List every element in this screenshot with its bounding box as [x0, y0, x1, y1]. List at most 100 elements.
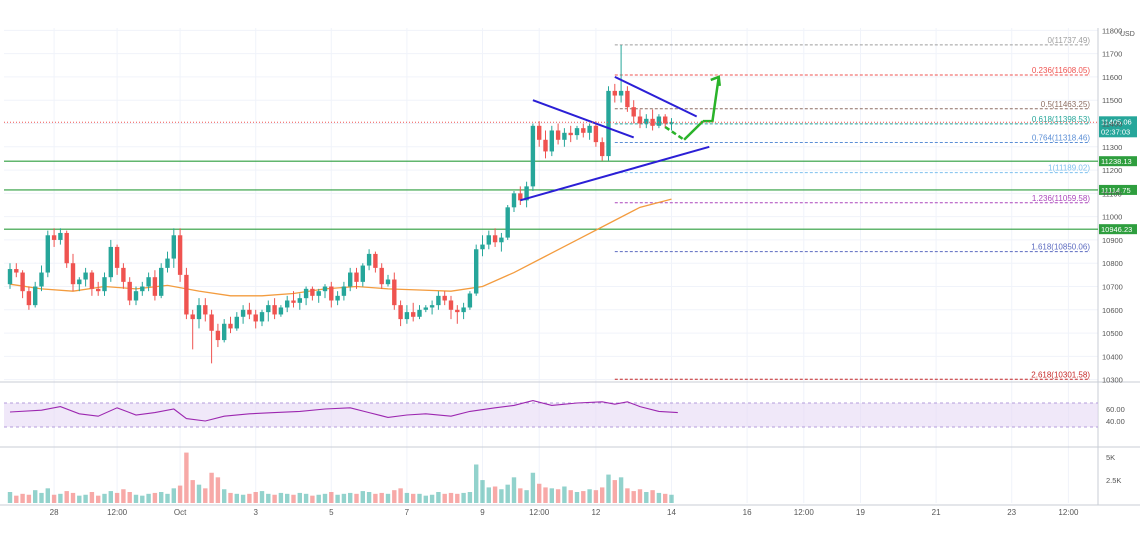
candle	[562, 128, 567, 147]
volume-bar	[196, 484, 202, 503]
y-tick-label: 11600	[1102, 73, 1122, 82]
candle	[379, 263, 384, 289]
candle-body	[656, 116, 662, 126]
candle	[209, 309, 214, 364]
candle	[625, 86, 630, 112]
volume-bar	[499, 489, 504, 503]
volume-bar	[656, 492, 662, 503]
volume-bar	[127, 492, 132, 503]
candle-body	[7, 269, 13, 285]
candle	[140, 281, 145, 296]
candle-body	[411, 312, 416, 317]
candle-body	[240, 309, 246, 317]
x-tick-label: 19	[856, 508, 865, 517]
candle	[51, 228, 57, 247]
candle-body	[203, 305, 208, 315]
volume-bar	[612, 480, 617, 503]
volume-bar	[234, 493, 239, 503]
candle	[360, 263, 365, 287]
candle-body	[114, 246, 120, 268]
candle	[70, 253, 76, 292]
y-tick-label: 11200	[1102, 166, 1122, 175]
volume-bar	[329, 492, 334, 503]
volume-bar	[39, 492, 44, 503]
volume-bar	[64, 491, 69, 503]
candle	[543, 130, 548, 159]
support-level-label-bg	[1099, 224, 1137, 235]
volume-bar	[278, 492, 284, 503]
volume-bar	[474, 464, 479, 503]
volume-bar	[348, 492, 353, 503]
volume-bar	[26, 494, 32, 503]
candle	[637, 109, 643, 129]
candle-body	[45, 235, 50, 273]
candle	[480, 235, 485, 257]
candle-body	[593, 125, 599, 143]
volume-bar	[442, 493, 447, 503]
candle	[600, 137, 605, 161]
candle	[492, 228, 498, 247]
candle-body	[392, 279, 397, 306]
y-tick-label: 10900	[1102, 236, 1123, 245]
candle	[33, 281, 38, 308]
rsi-tick-label: 40.00	[1106, 417, 1125, 426]
y-tick-label: 11000	[1102, 213, 1122, 222]
candle-body	[159, 267, 164, 296]
candle	[404, 305, 410, 324]
candle-body	[530, 125, 536, 187]
candle	[247, 302, 252, 320]
candle-body	[385, 279, 391, 285]
candle	[524, 181, 529, 208]
candle	[581, 123, 586, 138]
candle-body	[329, 286, 334, 301]
candle	[203, 298, 208, 322]
candle	[644, 114, 649, 129]
candle-body	[398, 305, 403, 320]
volume-bar	[587, 489, 592, 503]
volume-bar	[398, 488, 403, 503]
volume-bar	[530, 472, 536, 503]
candle	[222, 319, 227, 343]
candle-body	[587, 125, 592, 133]
candle	[461, 302, 466, 320]
candle-body	[266, 305, 271, 313]
candle-body	[448, 300, 454, 310]
candle	[593, 121, 599, 147]
candle	[656, 114, 662, 129]
volume-bar	[486, 487, 491, 503]
candle-body	[310, 288, 315, 296]
candle	[253, 309, 258, 329]
candle-body	[278, 307, 284, 315]
y-tick-label: 11400	[1102, 119, 1122, 128]
candle-body	[285, 300, 290, 308]
y-tick-label: 11300	[1102, 143, 1122, 152]
candle	[26, 286, 32, 310]
volume-bar	[543, 487, 548, 503]
candle	[184, 267, 189, 320]
candle	[574, 125, 580, 140]
candle	[486, 230, 491, 250]
candle	[108, 239, 113, 282]
candle-body	[228, 323, 233, 329]
x-tick-label: 5	[329, 508, 334, 517]
candle-body	[612, 90, 617, 96]
candle-body	[234, 316, 239, 329]
candle	[96, 281, 101, 296]
candle	[329, 281, 334, 308]
current-price-label-bg	[1099, 116, 1137, 138]
fib-level-label: 1.236(11059.58)	[1032, 194, 1090, 203]
candle-body	[461, 307, 466, 313]
candle	[177, 228, 183, 282]
chart-title: Bitcoin / U.S. Dollar, 4h, COINBASE	[9, 33, 154, 43]
volume-bar	[360, 491, 365, 503]
volume-bar	[45, 488, 50, 503]
tradingview-icon	[6, 528, 20, 537]
y-tick-label: 10700	[1102, 283, 1123, 292]
fib-level-label: 0.618(11398.53)	[1032, 115, 1090, 124]
candle-body	[442, 295, 447, 301]
candle-body	[33, 286, 38, 306]
candle	[398, 300, 403, 327]
candle-body	[600, 142, 605, 157]
